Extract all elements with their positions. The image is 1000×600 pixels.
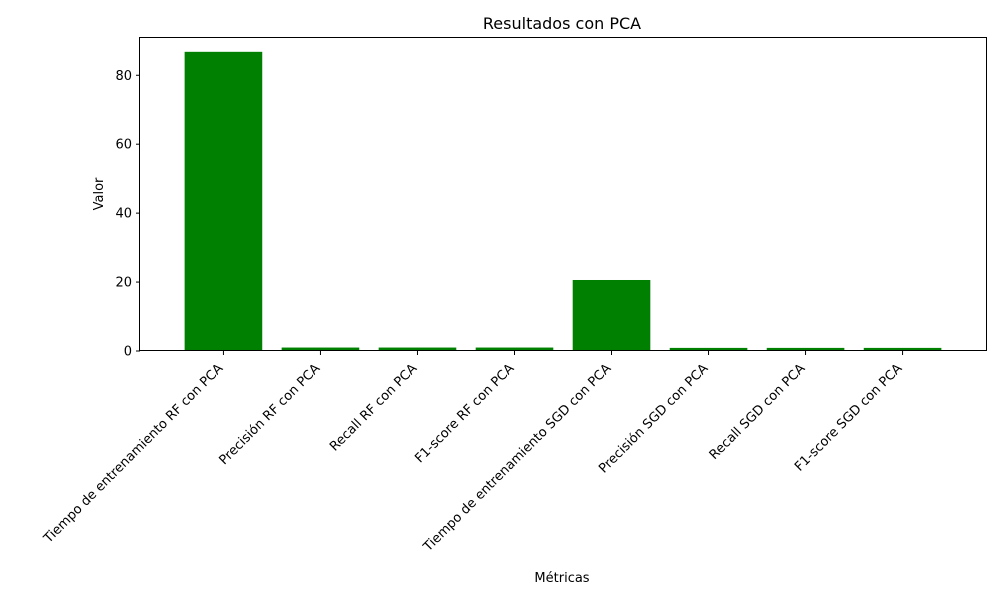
x-tick-label: F1-score RF con PCA [412, 361, 517, 466]
x-tick-label: F1-score SGD con PCA [792, 361, 905, 474]
y-tick-label: 0 [124, 345, 132, 360]
bar-1 [184, 51, 263, 351]
y-tick-label: 80 [115, 69, 132, 84]
bar-7 [766, 347, 845, 351]
bar-5 [572, 279, 651, 351]
x-tick-label: Tiempo de entrenamiento SGD con PCA [420, 361, 614, 555]
y-tick-label: 20 [115, 276, 132, 291]
bar-6 [669, 347, 748, 351]
bar-3 [378, 347, 457, 351]
x-tick-label: Recall SGD con PCA [707, 361, 809, 463]
y-tick-label: 60 [115, 138, 132, 153]
bar-8 [863, 347, 942, 351]
plot-frame [139, 37, 987, 351]
x-tick-label: Precisión SGD con PCA [596, 361, 711, 476]
chart-title: Resultados con PCA [483, 14, 641, 33]
x-axis-title: Métricas [534, 571, 589, 586]
y-tick-label: 40 [115, 207, 132, 222]
y-axis-title: Valor [92, 177, 107, 210]
y-axis: 0 20 40 60 80 [115, 69, 140, 360]
bar-4 [475, 347, 554, 351]
bar-2 [281, 347, 360, 351]
bars-group [184, 51, 942, 351]
x-tick-label: Precisión RF con PCA [216, 361, 323, 468]
x-tick-label: Tiempo de entrenamiento RF con PCA [40, 361, 226, 547]
x-tick-label: Recall RF con PCA [327, 361, 420, 454]
x-axis: Tiempo de entrenamiento RF con PCAPrecis… [40, 351, 905, 555]
